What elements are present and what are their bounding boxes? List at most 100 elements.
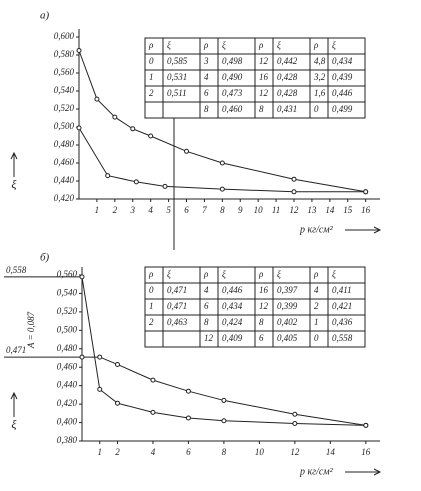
table-cell: 8 [259,104,264,114]
y-tick-label: 0,560 [57,269,78,279]
x-tick-label: 2 [115,447,120,457]
x-tick-label: 9 [238,205,243,215]
table-header: ρ [258,40,264,50]
x-tick-label: 14 [325,205,335,215]
table-cell: 12 [259,56,269,66]
panel-label: а) [40,10,50,22]
x-tick-label: 12 [290,205,300,215]
table-cell: 12 [259,88,269,98]
table-header: ρ [148,269,154,279]
table-cell: 3,2 [313,72,326,82]
point [114,361,120,367]
y-tick-label: 0,460 [54,157,75,167]
point [291,189,297,195]
curve [82,356,366,426]
table-header: ξ [222,40,226,50]
table-cell: 0 [149,56,154,66]
table-cell: 0,436 [332,317,353,327]
table-cell: 0,405 [277,333,298,343]
table-cell: 1 [149,72,154,82]
point [97,354,103,360]
panel-label: б) [40,252,50,264]
table-cell: 0,473 [222,88,243,98]
table-cell: 6 [204,301,209,311]
x-tick-label: 2 [113,205,118,215]
table-cell: 1,6 [314,88,326,98]
point [76,48,82,53]
point [79,274,85,280]
y-tick-label: 0,520 [57,306,78,316]
table-header: ξ [277,269,281,279]
x-tick-label: 4 [148,205,153,215]
x-tick-label: 12 [290,447,300,457]
point [105,173,111,179]
x-tick-label: 8 [222,447,227,457]
y-tick-label: 0,400 [57,417,78,427]
y-tick-label: 0,560 [54,67,75,77]
point [76,125,82,131]
table-cell: 8 [204,317,209,327]
x-tick-label: 1 [95,205,100,215]
table-cell: 0,411 [332,285,352,295]
table-cell: 0,490 [222,72,243,82]
table-header: ρ [313,269,319,279]
table-cell: 4 [314,285,319,295]
table-cell: 16 [259,72,269,82]
point [185,388,191,394]
y-arrowhead [10,151,18,160]
table-cell: 0,428 [277,72,298,82]
point [291,176,297,182]
y-tick-label: 0,460 [57,361,78,371]
table-cell: 0,558 [332,333,353,343]
y-tick-label: 0,540 [54,85,75,95]
point [221,418,227,424]
x-tick-label: 10 [255,447,265,457]
table-cell: 1 [149,301,154,311]
table-cell: 2 [314,301,319,311]
y-tick-label: 0,600 [54,31,75,41]
point [94,96,100,102]
x-tick-label: 4 [151,447,156,457]
table-cell: 0,439 [332,72,353,82]
point [219,160,225,166]
table-header: ξ [277,40,281,50]
table-cell: 0,434 [332,56,353,66]
table-cell: 0,585 [167,56,188,66]
x-tick-label: 6 [184,205,189,215]
table-header: ξ [332,40,336,50]
reference-label: 0,558 [6,265,27,275]
curve [81,276,366,426]
table-cell: 0,460 [222,104,243,114]
table-cell: 6 [204,88,209,98]
point [221,397,227,403]
y-tick-label: 0,480 [54,139,75,149]
y-tick-label: 0,440 [54,175,75,185]
x-tick-label: 15 [343,205,353,215]
x-tick-label: 6 [186,447,191,457]
point [148,133,154,139]
table-cell: 12 [204,333,214,343]
table-cell: 3 [203,56,209,66]
table-cell: 0,471 [167,301,187,311]
table-cell: 6 [259,333,264,343]
point [97,386,103,392]
note: A = 0,087 [26,311,36,349]
table-cell: 0,424 [222,317,243,327]
table-header: ξ [332,269,336,279]
table-cell: 0,446 [332,88,353,98]
y-tick-label: 0,440 [57,380,78,390]
y-axis-label: ξ [11,177,17,191]
x-tick-label: 14 [326,447,336,457]
x-tick-label: 11 [272,205,280,215]
table-header: ρ [258,269,264,279]
table-header: ξ [167,269,171,279]
x-tick-label: 7 [202,205,207,215]
x-arrowhead [373,226,382,234]
table-cell: 4 [204,72,209,82]
x-tick-label: 3 [130,205,136,215]
table-cell: 2 [149,88,154,98]
table-cell: 0,397 [277,285,298,295]
x-axis-label: p кг/см² [299,466,334,477]
y-tick-label: 0,380 [57,435,78,445]
point [133,179,139,185]
